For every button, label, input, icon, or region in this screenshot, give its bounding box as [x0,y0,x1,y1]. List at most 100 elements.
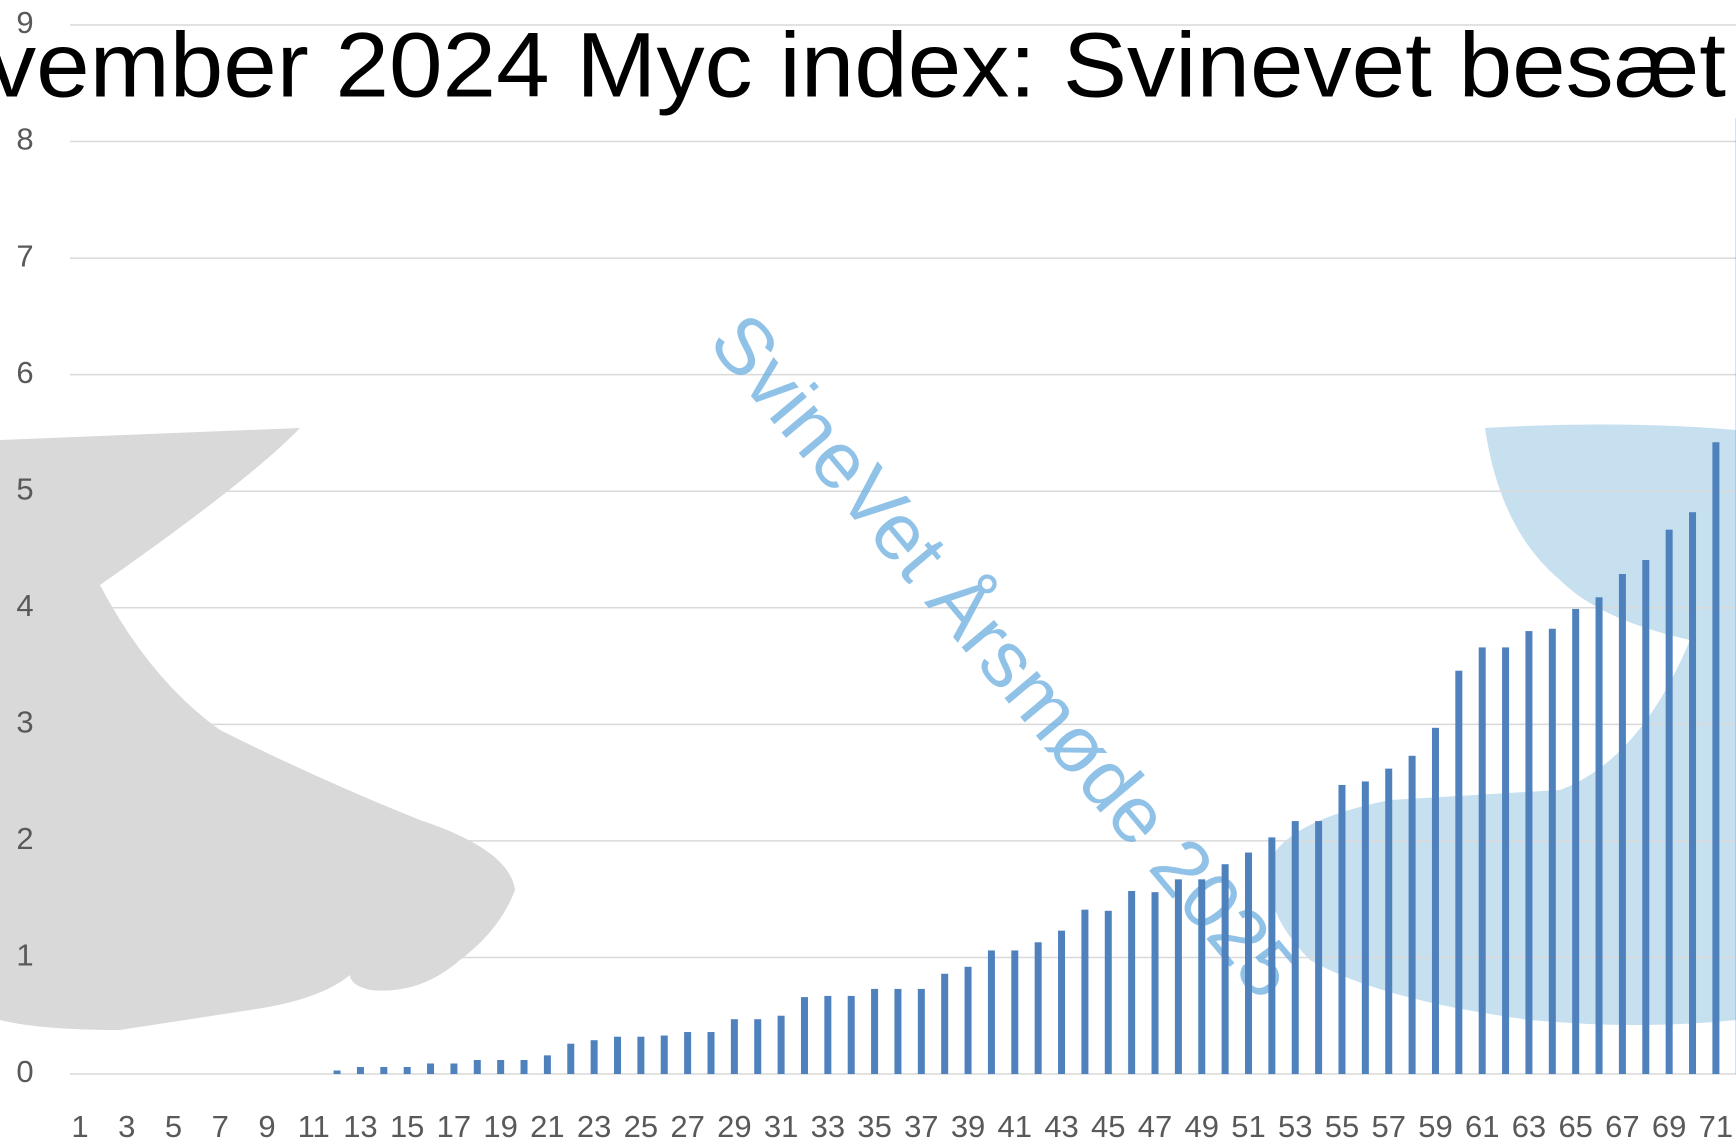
bar [474,1060,481,1074]
bar [1338,785,1345,1074]
bar [334,1071,341,1074]
x-tick-label: 45 [1091,1109,1125,1144]
x-tick-label: 43 [1044,1109,1078,1144]
bar [824,996,831,1074]
x-tick-label: 13 [343,1109,377,1144]
y-tick-label: 9 [16,5,33,40]
bar [1222,864,1229,1074]
x-tick-label: 49 [1185,1109,1219,1144]
bar [988,950,995,1074]
bar [591,1040,598,1074]
bar [778,1016,785,1074]
bar [684,1032,691,1074]
x-tick-label: 19 [483,1109,517,1144]
bar [1642,560,1649,1074]
y-tick-label: 8 [16,122,33,157]
x-tick-label: 61 [1465,1109,1499,1144]
x-tick-label: 65 [1558,1109,1592,1144]
y-tick-label: 0 [16,1054,33,1089]
x-tick-label: 67 [1605,1109,1639,1144]
bar [1081,910,1088,1074]
x-tick-label: 9 [258,1109,275,1144]
bar [1292,821,1299,1074]
bar [1479,647,1486,1074]
bar [801,997,808,1074]
y-tick-label: 1 [16,938,33,973]
x-tick-label: 39 [951,1109,985,1144]
bar [731,1019,738,1074]
bar [1502,647,1509,1074]
x-tick-label: 59 [1418,1109,1452,1144]
bar [614,1037,621,1074]
bar [848,996,855,1074]
bar [1525,631,1532,1074]
x-tick-label: 63 [1512,1109,1546,1144]
x-tick-label: 47 [1138,1109,1172,1144]
x-tick-label: 29 [717,1109,751,1144]
bar [1666,530,1673,1074]
bar [1268,837,1275,1074]
bar [1549,629,1556,1074]
x-tick-label: 27 [670,1109,704,1144]
bar [1175,879,1182,1074]
x-tick-label: 35 [857,1109,891,1144]
x-tick-label: 53 [1278,1109,1312,1144]
bar [544,1055,551,1074]
pig-silhouette [0,428,515,1030]
bar [497,1060,504,1074]
x-tick-label: 3 [118,1109,135,1144]
y-tick-label: 7 [16,238,33,273]
bar [661,1036,668,1074]
x-tick-label: 11 [298,1109,330,1144]
bar [1596,597,1603,1074]
x-tick-label: 17 [437,1109,471,1144]
bar [380,1067,387,1074]
bar [1572,609,1579,1074]
bar [521,1060,528,1074]
x-tick-label: 69 [1652,1109,1686,1144]
bar [1689,512,1696,1074]
x-tick-label: 31 [764,1109,798,1144]
bar [1152,892,1159,1074]
bar [1455,671,1462,1074]
x-tick-label: 23 [577,1109,611,1144]
y-tick-label: 4 [16,588,33,623]
bar [1058,931,1065,1074]
x-tick-label: 57 [1371,1109,1405,1144]
x-tick-label: 37 [904,1109,938,1144]
bar [1385,769,1392,1074]
x-tick-label: 15 [390,1109,424,1144]
bar [1105,911,1112,1074]
bar [1409,756,1416,1074]
bar [1315,821,1322,1074]
y-tick-label: 3 [16,705,33,740]
bar [965,967,972,1074]
x-tick-label: 1 [71,1109,88,1144]
bar [404,1067,411,1074]
x-tick-label: 51 [1231,1109,1265,1144]
bar [567,1044,574,1074]
bar [1432,728,1439,1074]
bar [754,1019,761,1074]
y-tick-label: 5 [16,471,33,506]
x-tick-label: 41 [998,1109,1032,1144]
bar [871,989,878,1074]
x-tick-label: 71 [1699,1109,1733,1144]
y-tick-label: 6 [16,355,33,390]
chart: SvineVet Årsmøde 2025 vember 2024 Myc in… [0,0,1736,1147]
bar [427,1064,434,1074]
bars [334,118,1736,1074]
bar [918,989,925,1074]
bar [1619,574,1626,1074]
bar [1128,891,1135,1074]
y-tick-label: 2 [16,821,33,856]
page: SvineVet Årsmøde 2025 vember 2024 Myc in… [0,0,1736,1147]
bar [1035,942,1042,1074]
bar [1712,442,1719,1074]
x-tick-label: 7 [212,1109,229,1144]
bar [1362,781,1369,1074]
chart-title: vember 2024 Myc index: Svinevet besæt [0,14,1726,116]
bar [637,1037,644,1074]
bar [941,974,948,1074]
x-tick-label: 25 [624,1109,658,1144]
